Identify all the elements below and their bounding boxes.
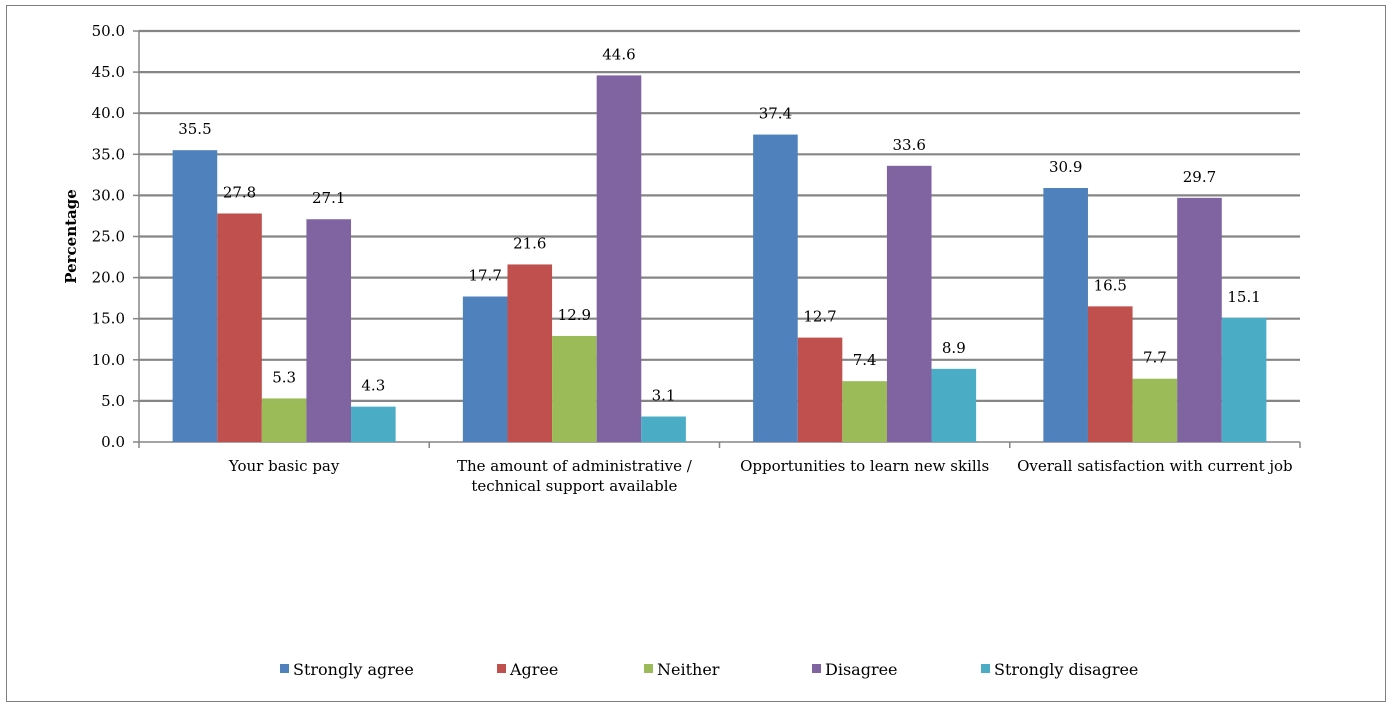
y-tick-label: 5.0	[101, 392, 125, 410]
x-category-label: Opportunities to learn new skills	[740, 457, 989, 475]
data-label: 7.7	[1143, 349, 1167, 367]
data-label: 33.6	[893, 136, 926, 154]
y-tick-label: 40.0	[92, 104, 125, 122]
bar	[1043, 188, 1088, 442]
legend-swatch	[280, 664, 289, 673]
y-tick-label: 45.0	[92, 63, 125, 81]
bar	[306, 219, 352, 442]
y-tick-label: 0.0	[101, 433, 125, 451]
bar	[931, 368, 977, 442]
data-label: 27.8	[223, 183, 256, 201]
data-label: 30.9	[1049, 158, 1082, 176]
legend-swatch	[644, 664, 653, 673]
data-label: 3.1	[652, 387, 676, 405]
legend-label: Neither	[657, 660, 720, 679]
data-label: 29.7	[1183, 168, 1216, 186]
data-label: 44.6	[602, 45, 635, 63]
legend-swatch	[981, 664, 990, 673]
bar	[1177, 197, 1222, 442]
bar	[261, 398, 307, 442]
y-tick-label: 15.0	[92, 310, 125, 328]
legend-label: Agree	[509, 660, 558, 679]
data-label: 27.1	[312, 189, 345, 207]
data-label: 12.9	[558, 306, 591, 324]
bar	[641, 416, 686, 442]
y-tick-label: 50.0	[92, 22, 125, 40]
legend-label: Strongly disagree	[994, 660, 1138, 679]
y-tick-label: 10.0	[92, 351, 125, 369]
y-tick-label: 35.0	[92, 145, 125, 163]
y-tick-label: 25.0	[92, 228, 125, 246]
bar	[797, 337, 843, 442]
data-label: 7.4	[853, 351, 877, 369]
data-label: 12.7	[803, 308, 836, 326]
bar	[172, 150, 218, 442]
data-label: 4.3	[361, 377, 385, 395]
x-category-label: Your basic pay	[228, 457, 340, 475]
bar	[351, 406, 396, 442]
x-category-label: Overall satisfaction with current job	[1017, 457, 1293, 475]
data-label: 8.9	[942, 339, 966, 357]
bar	[886, 165, 932, 443]
bar	[1087, 306, 1133, 442]
y-tick-label: 20.0	[92, 269, 125, 287]
bar	[596, 75, 642, 442]
bar	[753, 134, 798, 442]
x-category-label: The amount of administrative /	[457, 457, 693, 475]
data-label: 15.1	[1227, 288, 1260, 306]
bar	[1132, 378, 1178, 442]
data-label: 17.7	[468, 267, 501, 285]
data-label: 21.6	[513, 234, 546, 252]
bar	[552, 335, 597, 442]
bar	[462, 296, 508, 442]
bar	[507, 264, 553, 442]
bar	[1221, 317, 1267, 442]
legend-swatch	[497, 664, 506, 673]
data-label: 5.3	[272, 368, 296, 386]
y-tick-label: 30.0	[92, 186, 125, 204]
legend-swatch	[812, 664, 821, 673]
legend-label: Disagree	[825, 660, 898, 679]
bar	[217, 213, 262, 442]
bar	[842, 381, 887, 442]
data-label: 35.5	[178, 120, 211, 138]
x-category-label: technical support available	[471, 477, 677, 495]
data-label: 16.5	[1094, 276, 1127, 294]
y-axis-title: Percentage	[62, 189, 80, 284]
legend-label: Strongly agree	[293, 660, 414, 679]
data-label: 37.4	[759, 105, 792, 123]
